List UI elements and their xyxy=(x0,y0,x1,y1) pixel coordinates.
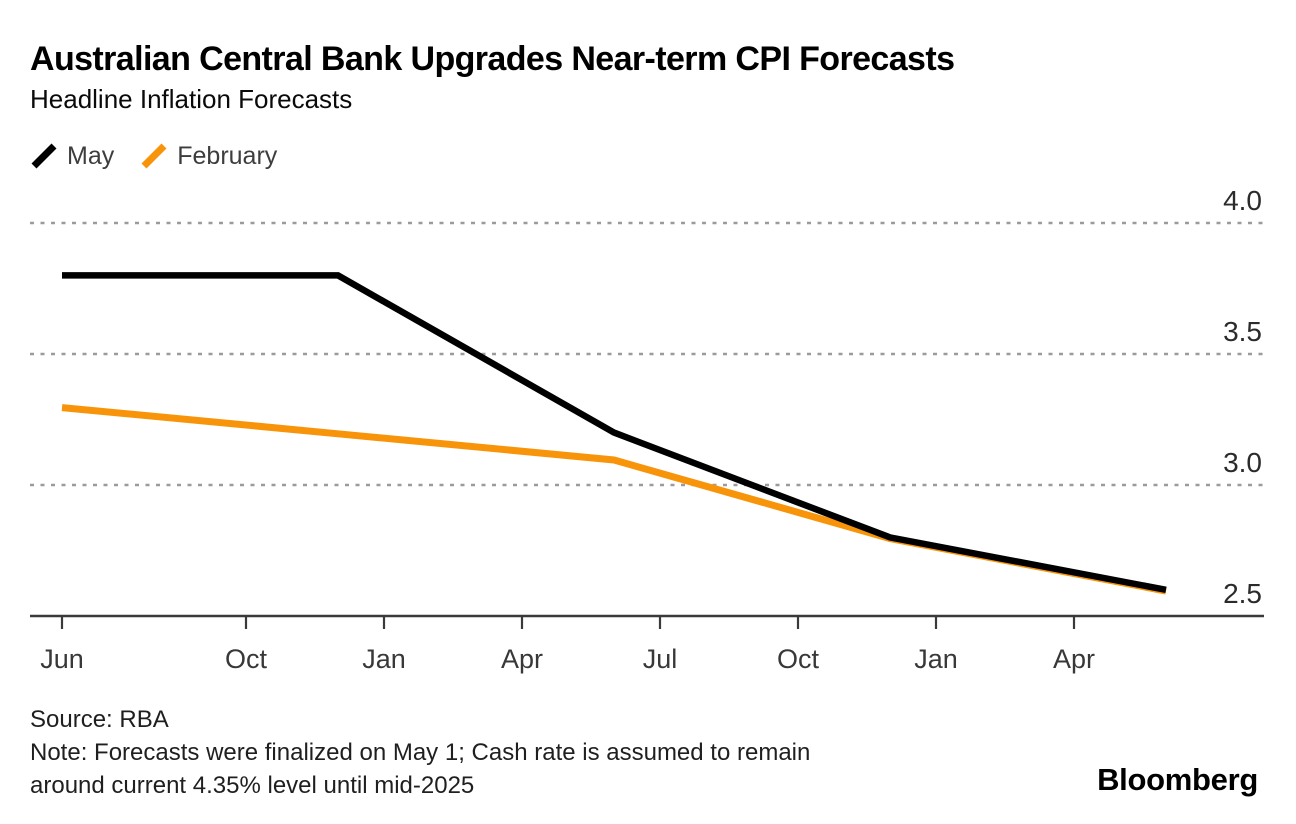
line-chart: 4.0 3.5 3.0 2.5 Jun Oct Jan Apr Jul Oct Jan Apr xyxy=(30,185,1264,674)
bloomberg-logo: Bloomberg xyxy=(1097,762,1258,797)
source-text: Source: RBA xyxy=(30,706,169,733)
chart-subtitle: Headline Inflation Forecasts xyxy=(30,84,353,114)
may-line-swatch-icon xyxy=(31,143,57,169)
chart-legend: May February xyxy=(30,141,277,171)
series-line-may xyxy=(62,272,1167,593)
x-axis-label: Oct xyxy=(225,644,268,674)
legend-item-may: May xyxy=(30,141,114,171)
y-axis-label: 3.5 xyxy=(1223,316,1262,347)
chart-title: Australian Central Bank Upgrades Near-te… xyxy=(30,40,955,78)
footer-notes: Source: RBA Note: Forecasts were finaliz… xyxy=(30,703,810,802)
legend-label-may: May xyxy=(67,141,115,170)
x-axis-label: Jul xyxy=(643,644,678,674)
x-axis-label: Apr xyxy=(501,644,543,674)
y-axis-label: 2.5 xyxy=(1223,578,1262,609)
x-axis-label: Apr xyxy=(1053,644,1095,674)
x-axis-label: Oct xyxy=(777,644,820,674)
y-axis-label: 3.0 xyxy=(1223,447,1262,478)
x-axis-label: Jan xyxy=(362,644,406,674)
y-axis-label: 4.0 xyxy=(1223,185,1262,216)
x-axis-label: Jun xyxy=(40,644,84,674)
february-line-swatch-icon xyxy=(141,143,167,169)
legend-item-february: February xyxy=(140,141,277,171)
legend-label-february: February xyxy=(177,141,278,170)
note-text-line2: around current 4.35% level until mid-202… xyxy=(30,772,475,799)
note-text-line1: Note: Forecasts were finalized on May 1;… xyxy=(30,739,811,766)
x-axis-label: Jan xyxy=(914,644,958,674)
